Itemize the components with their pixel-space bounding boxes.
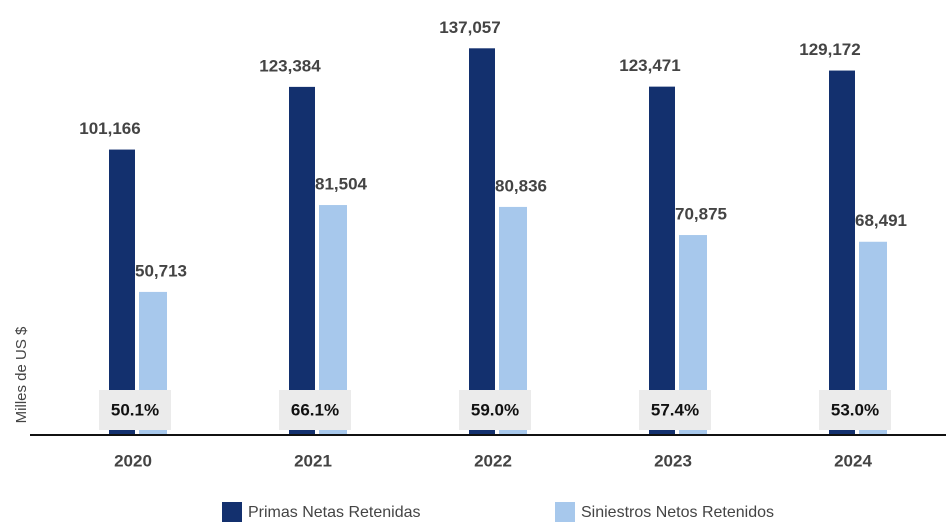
bar [289, 86, 315, 435]
data-label: 123,471 [619, 56, 680, 75]
data-label: 68,491 [855, 211, 907, 230]
ratio-box [279, 390, 351, 430]
ratio-box [639, 390, 711, 430]
ratio-box [819, 390, 891, 430]
ratio-label: 50.1% [111, 400, 159, 419]
x-tick-label: 2022 [474, 451, 512, 470]
data-label: 123,384 [259, 56, 321, 75]
ratio-label: 59.0% [471, 400, 519, 419]
bar [649, 86, 675, 436]
data-label: 70,875 [675, 205, 727, 224]
ratio-label: 53.0% [831, 400, 879, 419]
ratio-label: 66.1% [291, 400, 339, 419]
legend-swatch [222, 502, 242, 522]
bar [109, 149, 135, 435]
y-axis-label: Milles de US $ [13, 326, 30, 423]
data-label: 80,836 [495, 176, 547, 195]
ratio-box [99, 390, 171, 430]
data-label: 50,713 [135, 261, 187, 280]
ratio-box [459, 390, 531, 430]
legend-label: Siniestros Netos Retenidos [581, 504, 774, 521]
data-label: 137,057 [439, 18, 500, 37]
legend-label: Primas Netas Retenidas [248, 504, 421, 521]
bar [829, 70, 855, 436]
data-label: 101,166 [79, 119, 140, 138]
x-tick-label: 2021 [294, 451, 332, 470]
data-label: 81,504 [315, 175, 368, 194]
legend-swatch [555, 502, 575, 522]
ratio-label: 57.4% [651, 400, 699, 419]
x-tick-label: 2024 [834, 451, 872, 470]
data-label: 129,172 [799, 40, 860, 59]
x-tick-label: 2023 [654, 451, 692, 470]
bar [469, 48, 495, 435]
x-tick-label: 2020 [114, 451, 152, 470]
